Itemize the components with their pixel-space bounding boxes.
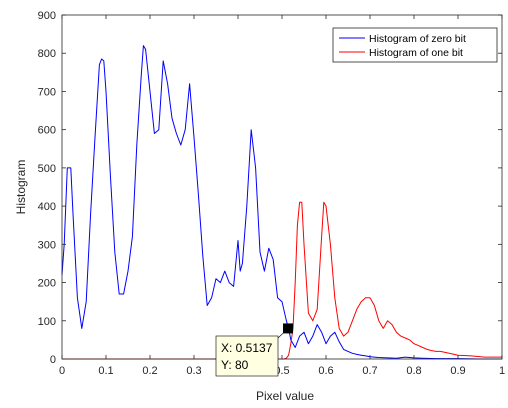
y-tick-label: 400	[38, 201, 56, 213]
x-tick-label: 0	[59, 365, 65, 377]
x-tick-label: 0.2	[142, 365, 157, 377]
y-tick-label: 300	[38, 239, 56, 251]
x-tick-label: 0.9	[450, 365, 465, 377]
x-tick-label: 0.6	[318, 365, 333, 377]
y-tick-label: 200	[38, 278, 56, 290]
legend: Histogram of zero bit Histogram of one bi…	[332, 27, 498, 63]
y-tick-label: 900	[38, 10, 56, 22]
plot-area	[61, 15, 502, 360]
y-tick-label: 100	[38, 316, 56, 328]
series-line-2	[62, 201, 502, 360]
x-tick-label: 1	[499, 365, 505, 377]
legend-label-1: Histogram of zero bit	[369, 33, 466, 45]
plot-background	[62, 15, 502, 359]
x-tick-label: 0.1	[98, 365, 113, 377]
series-line-1	[61, 45, 502, 360]
x-tick-label: 0.8	[406, 365, 421, 377]
x-axis-label: Pixel value	[256, 389, 314, 403]
datatip-box[interactable]	[215, 335, 279, 377]
datatip-x-text: X: 0.5137	[221, 341, 273, 355]
y-tick-label: 0	[50, 354, 56, 366]
datatip-y-text: Y: 80	[221, 358, 249, 372]
y-tick-label: 600	[38, 125, 56, 137]
x-tick-label: 0.7	[362, 365, 377, 377]
y-tick-label: 500	[38, 163, 56, 175]
y-tick-label: 700	[38, 86, 56, 98]
y-axis-label: Histogram	[14, 160, 28, 215]
legend-box	[332, 27, 498, 63]
legend-label-2: Histogram of one bit	[369, 47, 463, 59]
datatip-marker[interactable]	[283, 323, 294, 334]
x-tick-label: 0.3	[186, 365, 201, 377]
y-tick-label: 800	[38, 48, 56, 60]
datatip[interactable]: X: 0.5137 Y: 80	[215, 323, 294, 377]
